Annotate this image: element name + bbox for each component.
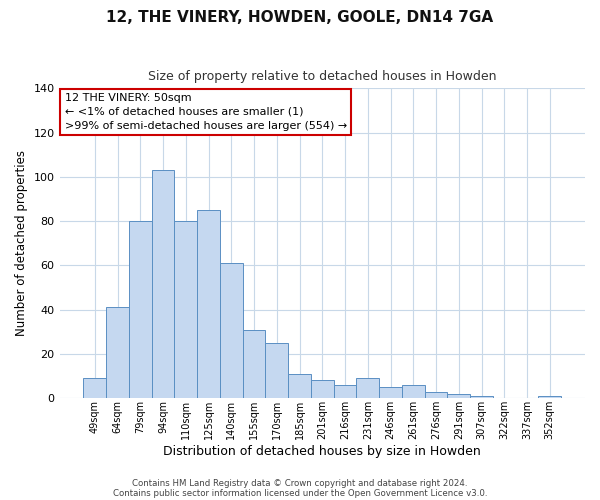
- Bar: [448, 394, 470, 398]
- Text: 12 THE VINERY: 50sqm
← <1% of detached houses are smaller (1)
>99% of semi-detac: 12 THE VINERY: 50sqm ← <1% of detached h…: [65, 93, 347, 131]
- Y-axis label: Number of detached properties: Number of detached properties: [15, 150, 28, 336]
- Bar: [106, 308, 129, 398]
- Bar: [402, 385, 425, 398]
- Text: Contains public sector information licensed under the Open Government Licence v3: Contains public sector information licen…: [113, 488, 487, 498]
- Text: 12, THE VINERY, HOWDEN, GOOLE, DN14 7GA: 12, THE VINERY, HOWDEN, GOOLE, DN14 7GA: [106, 10, 494, 25]
- Bar: [288, 374, 311, 398]
- Bar: [356, 378, 379, 398]
- Bar: [242, 330, 265, 398]
- Bar: [83, 378, 106, 398]
- Bar: [197, 210, 220, 398]
- Bar: [152, 170, 175, 398]
- Bar: [470, 396, 493, 398]
- Title: Size of property relative to detached houses in Howden: Size of property relative to detached ho…: [148, 70, 497, 83]
- Text: Contains HM Land Registry data © Crown copyright and database right 2024.: Contains HM Land Registry data © Crown c…: [132, 478, 468, 488]
- Bar: [425, 392, 448, 398]
- Bar: [311, 380, 334, 398]
- Bar: [220, 263, 242, 398]
- Bar: [538, 396, 561, 398]
- Bar: [175, 221, 197, 398]
- Bar: [265, 343, 288, 398]
- Bar: [334, 385, 356, 398]
- Bar: [379, 387, 402, 398]
- X-axis label: Distribution of detached houses by size in Howden: Distribution of detached houses by size …: [163, 444, 481, 458]
- Bar: [129, 221, 152, 398]
